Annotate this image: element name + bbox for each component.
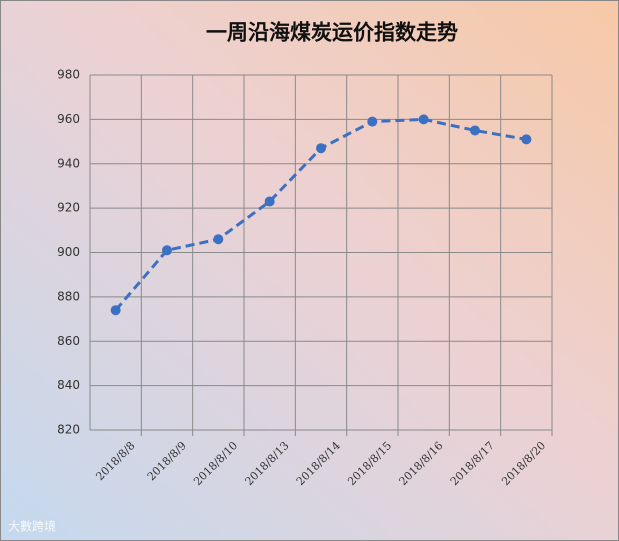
data-point — [367, 116, 378, 127]
data-point — [213, 234, 224, 245]
data-point — [470, 125, 480, 136]
chart-title: 一周沿海煤炭运价指数走势 — [206, 20, 458, 45]
y-tick-label: 820 — [57, 423, 80, 437]
data-point — [316, 143, 326, 154]
y-tick-label: 840 — [57, 378, 80, 392]
watermark: 大數跨境 — [8, 519, 56, 534]
y-tick-label: 880 — [57, 289, 80, 303]
data-point — [110, 305, 121, 316]
y-tick-label: 920 — [57, 201, 80, 215]
y-tick-label: 960 — [57, 112, 80, 126]
data-point — [162, 245, 172, 256]
y-tick-label: 940 — [57, 156, 80, 170]
data-point — [418, 114, 429, 125]
data-point — [521, 134, 532, 145]
y-tick-label: 860 — [57, 334, 80, 348]
data-point — [264, 196, 275, 207]
y-tick-label: 980 — [57, 68, 80, 82]
y-tick-label: 900 — [57, 245, 80, 259]
